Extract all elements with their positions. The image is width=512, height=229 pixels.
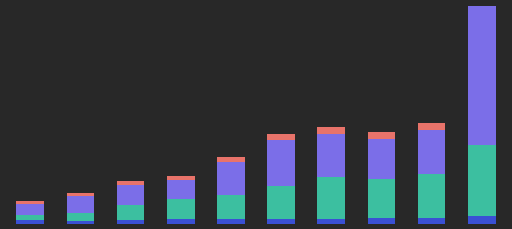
Bar [167, 180, 195, 199]
Bar [167, 219, 195, 224]
Bar [418, 123, 445, 131]
Bar [468, 0, 496, 145]
Bar [67, 193, 94, 196]
Bar [368, 218, 395, 224]
Bar [16, 215, 44, 220]
Bar [16, 202, 44, 204]
Bar [117, 181, 144, 185]
Bar [418, 174, 445, 218]
Bar [16, 204, 44, 215]
Bar [167, 177, 195, 180]
Bar [117, 205, 144, 220]
Bar [16, 220, 44, 224]
Bar [317, 178, 345, 219]
Bar [418, 218, 445, 224]
Bar [117, 185, 144, 205]
Bar [368, 179, 395, 218]
Bar [267, 186, 295, 219]
Bar [468, 216, 496, 224]
Bar [468, 145, 496, 216]
Bar [217, 157, 245, 162]
Bar [418, 131, 445, 174]
Bar [67, 213, 94, 221]
Bar [267, 134, 295, 141]
Bar [368, 132, 395, 139]
Bar [317, 134, 345, 178]
Bar [67, 221, 94, 224]
Bar [317, 219, 345, 224]
Bar [317, 128, 345, 134]
Bar [267, 141, 295, 186]
Bar [167, 199, 195, 219]
Bar [368, 139, 395, 179]
Bar [217, 162, 245, 195]
Bar [217, 195, 245, 219]
Bar [117, 220, 144, 224]
Bar [67, 196, 94, 213]
Bar [267, 219, 295, 224]
Bar [217, 219, 245, 224]
